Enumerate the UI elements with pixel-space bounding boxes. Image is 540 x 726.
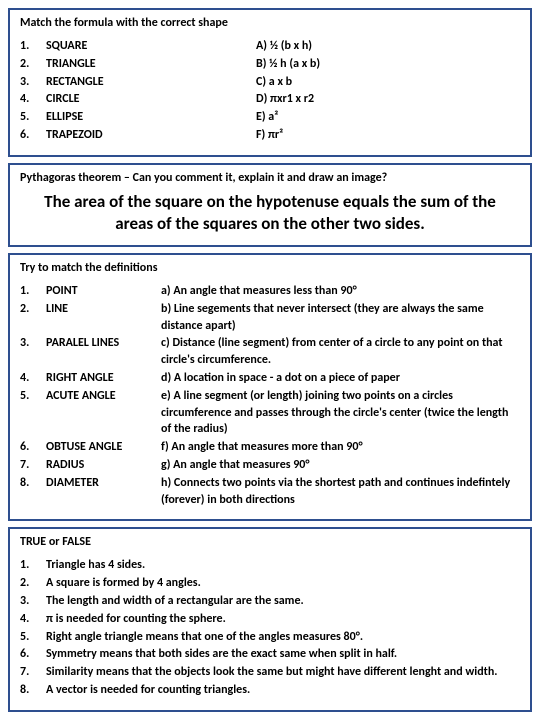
tf-statement: A vector is needed for counting triangle…	[46, 682, 520, 699]
definition-row: 7.RADIUSg) An angle that measures 90°	[20, 457, 520, 474]
row-number: 1.	[20, 283, 46, 300]
formula-option: A) ½ (b x h)	[256, 38, 520, 55]
definition-text: f) An angle that measures more than 90°	[161, 439, 520, 456]
tf-row: 6.Symmetry means that both sides are the…	[20, 646, 520, 663]
row-number: 1.	[20, 557, 46, 574]
true-false-box: TRUE or FALSE 1.Triangle has 4 sides.2.A…	[8, 527, 532, 711]
formula-row: 3.RECTANGLEC) a x b	[20, 74, 520, 91]
row-number: 2.	[20, 575, 46, 592]
definition-text: a) An angle that measures less than 90°	[161, 283, 520, 300]
formula-option: C) a x b	[256, 74, 520, 91]
tf-statement: π is needed for counting the sphere.	[46, 611, 520, 628]
definition-row: 5.ACUTE ANGLEe) A line segment (or lengt…	[20, 388, 520, 438]
tf-statement: Similarity means that the objects look t…	[46, 664, 520, 681]
row-number: 1.	[20, 38, 46, 55]
match-formula-box: Match the formula with the correct shape…	[8, 8, 532, 157]
row-number: 4.	[20, 611, 46, 628]
geometry-term: OBTUSE ANGLE	[46, 439, 161, 456]
match-definitions-box: Try to match the definitions 1.POINTa) A…	[8, 253, 532, 521]
tf-row: 2.A square is formed by 4 angles.	[20, 575, 520, 592]
shape-term: ELLIPSE	[46, 109, 256, 126]
row-number: 4.	[20, 370, 46, 387]
formula-option: F) πr²	[256, 127, 520, 144]
formula-option: E) a²	[256, 109, 520, 126]
row-number: 5.	[20, 109, 46, 126]
geometry-term: POINT	[46, 283, 161, 300]
tf-row: 1.Triangle has 4 sides.	[20, 557, 520, 574]
geometry-term: RIGHT ANGLE	[46, 370, 161, 387]
definition-row: 3.PARALEL LINESc) Distance (line segment…	[20, 335, 520, 369]
row-number: 7.	[20, 457, 46, 474]
tf-row: 3.The length and width of a rectangular …	[20, 593, 520, 610]
formula-row: 4.CIRCLED) πxr1 x r2	[20, 91, 520, 108]
row-number: 6.	[20, 127, 46, 144]
shape-term: SQUARE	[46, 38, 256, 55]
formula-row: 5.ELLIPSEE) a²	[20, 109, 520, 126]
definition-text: c) Distance (line segment) from center o…	[161, 335, 520, 369]
box2-title: Pythagoras theorem – Can you comment it,…	[20, 171, 520, 185]
pythagoras-statement: The area of the square on the hypotenuse…	[20, 185, 520, 235]
definition-row: 6.OBTUSE ANGLEf) An angle that measures …	[20, 439, 520, 456]
row-number: 8.	[20, 475, 46, 509]
tf-statement: Symmetry means that both sides are the e…	[46, 646, 520, 663]
formula-option: D) πxr1 x r2	[256, 91, 520, 108]
geometry-term: DIAMETER	[46, 475, 161, 509]
definition-text: h) Connects two points via the shortest …	[161, 475, 520, 509]
definition-row: 4.RIGHT ANGLEd) A location in space - a …	[20, 370, 520, 387]
tf-row: 5.Right angle triangle means that one of…	[20, 629, 520, 646]
geometry-term: LINE	[46, 301, 161, 335]
shape-term: RECTANGLE	[46, 74, 256, 91]
geometry-term: RADIUS	[46, 457, 161, 474]
row-number: 5.	[20, 388, 46, 438]
row-number: 8.	[20, 682, 46, 699]
definition-row: 2.LINEb) Line segements that never inter…	[20, 301, 520, 335]
row-number: 3.	[20, 335, 46, 369]
box4-title: TRUE or FALSE	[20, 535, 520, 549]
formula-row: 2.TRIANGLEB) ½ h (a x b)	[20, 56, 520, 73]
tf-statement: The length and width of a rectangular ar…	[46, 593, 520, 610]
definition-text: b) Line segements that never intersect (…	[161, 301, 520, 335]
shape-term: CIRCLE	[46, 91, 256, 108]
row-number: 3.	[20, 593, 46, 610]
shape-term: TRIANGLE	[46, 56, 256, 73]
row-number: 2.	[20, 301, 46, 335]
row-number: 4.	[20, 91, 46, 108]
tf-row: 4.π is needed for counting the sphere.	[20, 611, 520, 628]
definition-text: d) A location in space - a dot on a piec…	[161, 370, 520, 387]
formula-row: 6.TRAPEZOIDF) πr²	[20, 127, 520, 144]
box1-title: Match the formula with the correct shape	[20, 16, 520, 30]
row-number: 7.	[20, 664, 46, 681]
tf-row: 8.A vector is needed for counting triang…	[20, 682, 520, 699]
row-number: 2.	[20, 56, 46, 73]
geometry-term: ACUTE ANGLE	[46, 388, 161, 438]
shape-term: TRAPEZOID	[46, 127, 256, 144]
definition-row: 8.DIAMETERh) Connects two points via the…	[20, 475, 520, 509]
pythagoras-box: Pythagoras theorem – Can you comment it,…	[8, 163, 532, 247]
row-number: 5.	[20, 629, 46, 646]
row-number: 3.	[20, 74, 46, 91]
row-number: 6.	[20, 646, 46, 663]
tf-statement: Triangle has 4 sides.	[46, 557, 520, 574]
row-number: 6.	[20, 439, 46, 456]
formula-option: B) ½ h (a x b)	[256, 56, 520, 73]
formula-row: 1.SQUAREA) ½ (b x h)	[20, 38, 520, 55]
box3-title: Try to match the definitions	[20, 261, 520, 275]
tf-row: 7.Similarity means that the objects look…	[20, 664, 520, 681]
tf-statement: A square is formed by 4 angles.	[46, 575, 520, 592]
geometry-term: PARALEL LINES	[46, 335, 161, 369]
definition-row: 1.POINTa) An angle that measures less th…	[20, 283, 520, 300]
tf-statement: Right angle triangle means that one of t…	[46, 629, 520, 646]
definition-text: e) A line segment (or length) joining tw…	[161, 388, 520, 438]
definition-text: g) An angle that measures 90°	[161, 457, 520, 474]
